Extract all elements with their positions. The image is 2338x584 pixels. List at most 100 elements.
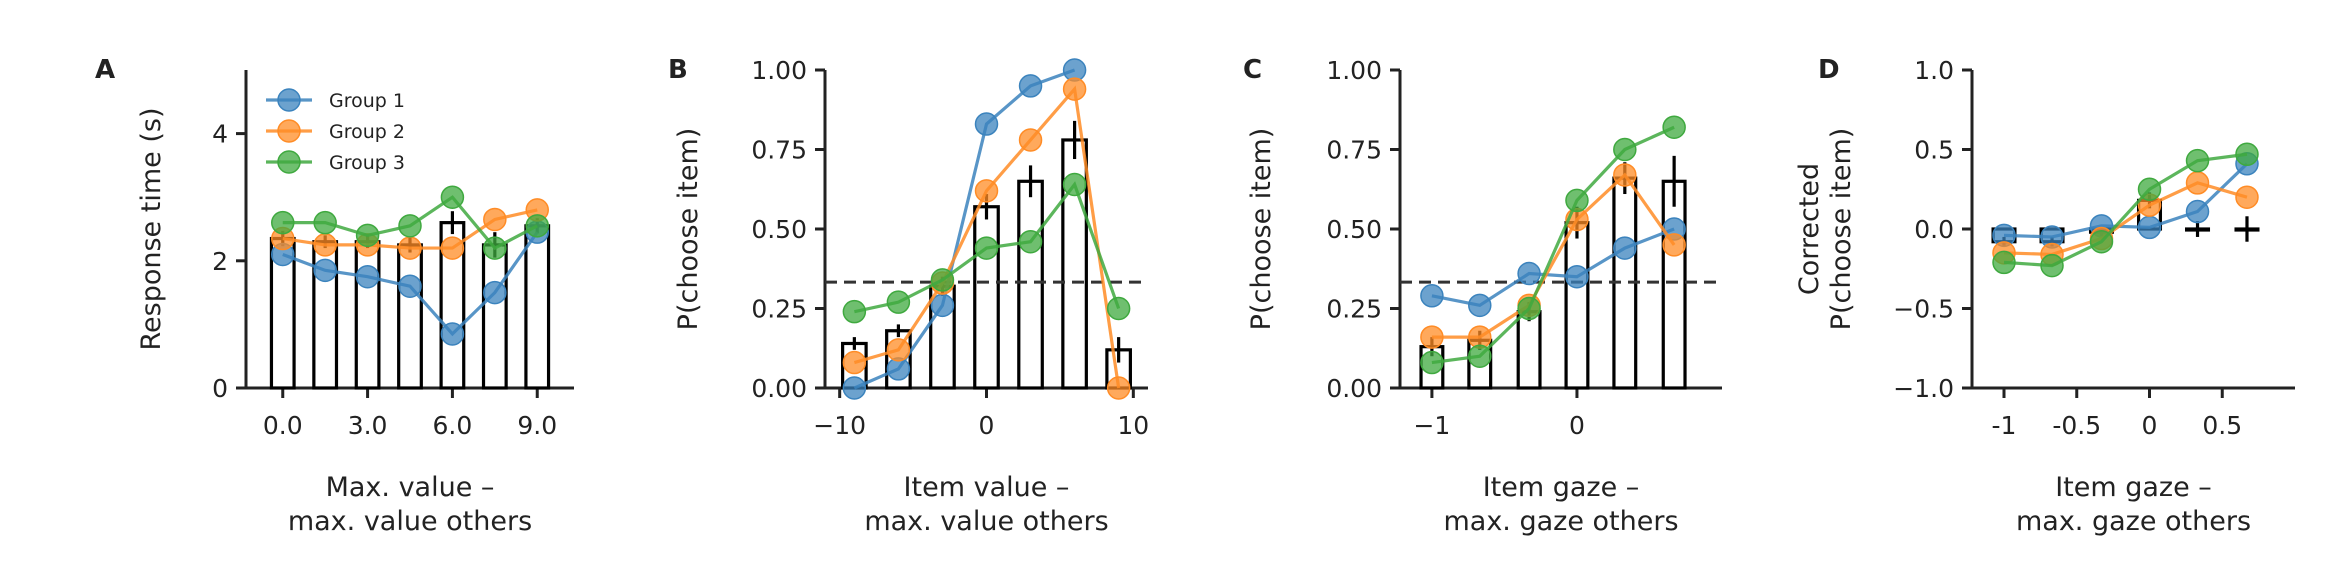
panel-c: C 0.00 0.25 0.50 0.75 1.00 −1 0 Item gaze –max. … bbox=[1243, 55, 1722, 537]
panel-d: D −1.0 −0.5 0.0 0.5 1.0 -1 -0.5 0 0.5 Item gaze –m… bbox=[1794, 55, 2295, 537]
data-point bbox=[842, 376, 867, 400]
data-point bbox=[313, 210, 337, 235]
data-point bbox=[842, 299, 867, 324]
y-tick-label: 0.75 bbox=[1326, 136, 1382, 165]
series-line-group-3 bbox=[1431, 125, 1675, 365]
data-point bbox=[1613, 236, 1637, 260]
data-point bbox=[2137, 177, 2162, 201]
data-point bbox=[483, 236, 507, 260]
data-point bbox=[1420, 284, 1444, 308]
legend-marker bbox=[277, 150, 301, 174]
data-point bbox=[2185, 199, 2210, 224]
y-tick-label: 1.0 bbox=[1914, 56, 1954, 85]
data-point bbox=[1662, 233, 1686, 257]
data-point bbox=[483, 280, 507, 305]
legend-entry: Group 3 bbox=[329, 152, 405, 174]
data-point bbox=[974, 236, 999, 260]
data-point bbox=[1062, 77, 1087, 101]
y-tick-label: 0.00 bbox=[1326, 374, 1382, 403]
y-tick-label: 0.5 bbox=[1914, 136, 1954, 165]
data-point bbox=[355, 223, 380, 248]
y-tick-label: 0.50 bbox=[1326, 215, 1382, 244]
y-tick-label: 1.00 bbox=[751, 56, 807, 85]
y-axis-label: P(choose item) bbox=[1246, 128, 1277, 331]
x-tick-label: -1 bbox=[1992, 411, 2017, 440]
x-axis-label: Item gaze – bbox=[2055, 472, 2212, 503]
data-point bbox=[1992, 250, 2016, 275]
y-tick-label: 0.75 bbox=[751, 136, 807, 165]
x-axis-label: max. gaze others bbox=[1443, 506, 1678, 537]
data-point bbox=[1565, 264, 1589, 289]
data-point bbox=[2235, 142, 2259, 167]
data-point bbox=[1018, 229, 1043, 254]
bar bbox=[973, 205, 1000, 390]
bar bbox=[354, 240, 381, 390]
y-tick-label: 0.25 bbox=[751, 295, 807, 324]
legend-marker bbox=[277, 88, 301, 112]
y-tick-label: 0.00 bbox=[751, 374, 807, 403]
data-point bbox=[1468, 344, 1492, 368]
data-point bbox=[842, 350, 867, 375]
data-point bbox=[2185, 148, 2210, 173]
bar bbox=[1564, 221, 1590, 390]
data-point bbox=[1062, 172, 1087, 197]
panel-label: C bbox=[1243, 55, 1262, 85]
data-point bbox=[930, 268, 955, 292]
legend-entry: Group 1 bbox=[329, 90, 405, 112]
y-axis-label: Response time (s) bbox=[136, 108, 167, 351]
data-point bbox=[2235, 185, 2259, 209]
panel-label: B bbox=[668, 55, 688, 85]
x-tick-label: 0.0 bbox=[263, 411, 303, 440]
data-point bbox=[440, 322, 465, 346]
data-point bbox=[1517, 296, 1541, 321]
bar bbox=[481, 243, 508, 390]
data-point bbox=[1613, 163, 1637, 187]
x-axis-label: max. value others bbox=[864, 506, 1108, 537]
data-point bbox=[1018, 128, 1043, 152]
y-axis-label: P(choose item) bbox=[1826, 128, 1857, 331]
y-tick-label: 0.0 bbox=[1914, 215, 1954, 244]
bar bbox=[397, 243, 423, 390]
data-point bbox=[398, 274, 422, 298]
bar bbox=[1017, 179, 1044, 390]
x-tick-label: 10 bbox=[1117, 411, 1149, 440]
series-line-group-1 bbox=[1431, 227, 1675, 308]
x-tick-label: 0 bbox=[1569, 411, 1585, 440]
data-point bbox=[2040, 253, 2064, 278]
x-tick-label: 0 bbox=[979, 411, 995, 440]
panel-label: D bbox=[1818, 55, 1840, 85]
series-line-group-1 bbox=[2003, 162, 2249, 239]
bar bbox=[524, 224, 551, 390]
x-axis-label: max. value others bbox=[288, 506, 532, 537]
x-axis-label: max. gaze others bbox=[2016, 506, 2251, 537]
data-point bbox=[1106, 376, 1131, 400]
data-point bbox=[313, 258, 337, 283]
y-tick-label: 0.50 bbox=[751, 215, 807, 244]
panel-a: A 0 2 4 0.0 3.0 6.0 9.0 Max. value –max. value o… bbox=[95, 55, 574, 537]
data-point bbox=[2089, 229, 2114, 254]
data-point bbox=[440, 236, 465, 260]
data-point bbox=[1613, 137, 1637, 162]
data-point bbox=[1420, 350, 1444, 375]
panel-b: B 0.00 0.25 0.50 0.75 1.00 −10 0 10 Item value –m… bbox=[668, 55, 1149, 537]
series-line-group-2 bbox=[2003, 181, 2248, 257]
legend-marker bbox=[277, 119, 301, 143]
bar bbox=[1661, 179, 1687, 390]
x-tick-label: 0 bbox=[2142, 411, 2158, 440]
data-point bbox=[2137, 215, 2162, 240]
data-point bbox=[1106, 296, 1131, 321]
y-tick-label: 0.25 bbox=[1326, 295, 1382, 324]
y-tick-label: −0.5 bbox=[1893, 295, 1954, 324]
data-point bbox=[313, 233, 337, 257]
x-tick-label: 6.0 bbox=[433, 411, 473, 440]
data-point bbox=[1662, 115, 1686, 139]
y-tick-label: 2 bbox=[212, 247, 228, 276]
data-point bbox=[271, 210, 295, 235]
y-tick-label: 0 bbox=[212, 374, 228, 403]
data-point bbox=[483, 207, 507, 232]
y-tick-label: 4 bbox=[212, 120, 228, 149]
x-axis-label: Max. value – bbox=[326, 472, 495, 503]
x-tick-label: 3.0 bbox=[348, 411, 388, 440]
data-point bbox=[1420, 325, 1444, 349]
